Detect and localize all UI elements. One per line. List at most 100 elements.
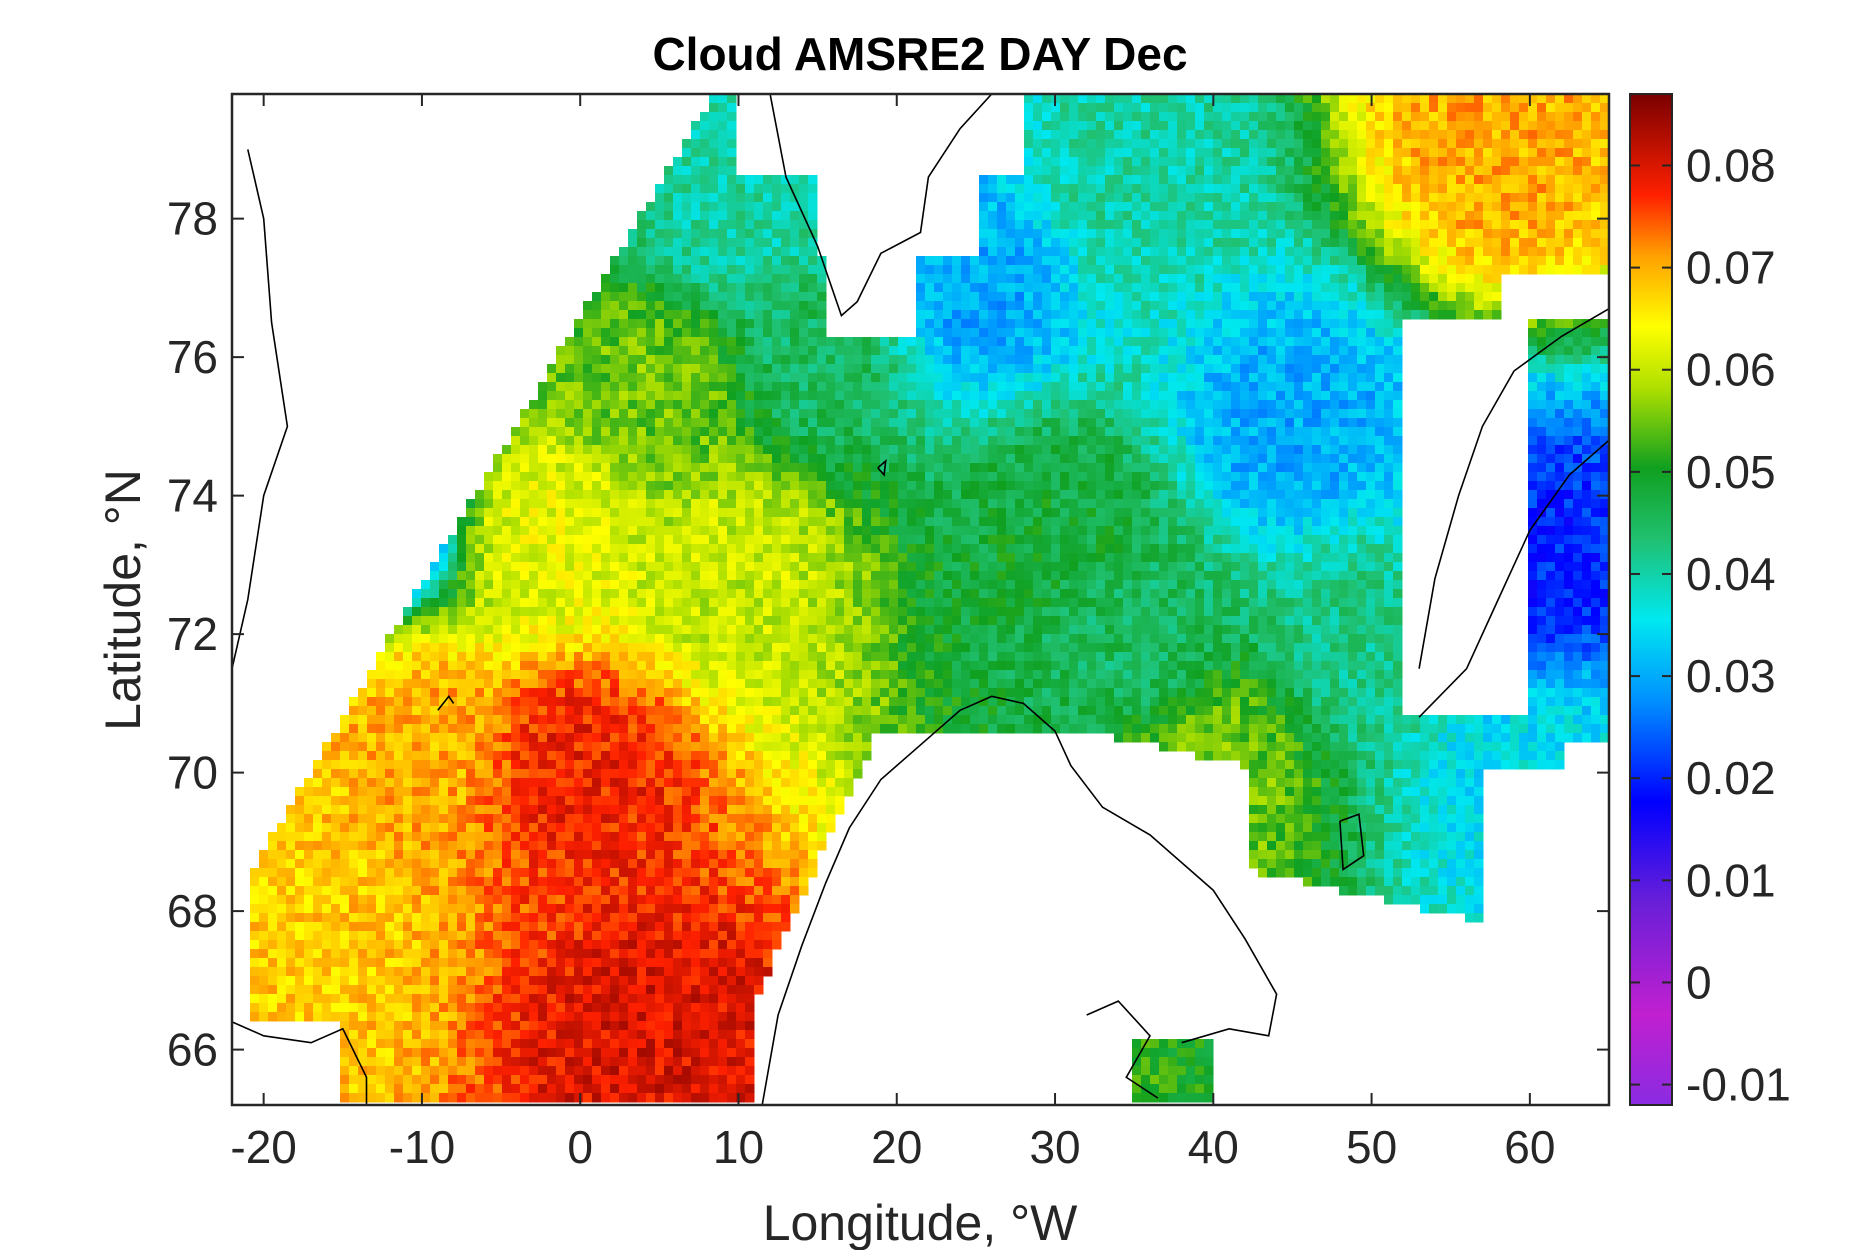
heatmap-cell [916, 517, 926, 527]
heatmap-cell [1177, 148, 1187, 158]
heatmap-cell [1150, 553, 1160, 563]
heatmap-cell [637, 274, 647, 284]
heatmap-cell [1150, 112, 1160, 122]
heatmap-cell [583, 382, 593, 392]
heatmap-cell [1267, 499, 1277, 509]
heatmap-cell [1024, 166, 1034, 176]
heatmap-cell [745, 328, 755, 338]
heatmap-cell [1591, 400, 1601, 410]
heatmap-cell [1267, 319, 1277, 329]
heatmap-cell [601, 292, 611, 302]
heatmap-cell [961, 400, 971, 410]
heatmap-cell [853, 400, 863, 410]
heatmap-cell [808, 220, 818, 230]
heatmap-cell [1249, 274, 1259, 284]
heatmap-cell [1591, 130, 1601, 140]
heatmap-cell [853, 355, 863, 365]
heatmap-cell [1312, 121, 1322, 131]
heatmap-cell [1177, 409, 1187, 419]
heatmap-cell [1537, 373, 1547, 383]
heatmap-cell [1150, 337, 1160, 347]
heatmap-cell [1330, 382, 1340, 392]
heatmap-cell [1096, 544, 1106, 554]
heatmap-cell [637, 229, 647, 239]
heatmap-cell [1429, 103, 1439, 113]
heatmap-cell [1357, 472, 1367, 482]
heatmap-cell [1258, 418, 1268, 428]
heatmap-cell [1186, 265, 1196, 275]
heatmap-cell [1096, 184, 1106, 194]
heatmap-cell [601, 391, 611, 401]
heatmap-cell [1573, 481, 1583, 491]
heatmap-cell [628, 436, 638, 446]
heatmap-cell [691, 508, 701, 518]
heatmap-cell [961, 535, 971, 545]
heatmap-cell [682, 265, 692, 275]
heatmap-cell [1159, 292, 1169, 302]
heatmap-cell [1348, 319, 1358, 329]
heatmap-cell [1474, 112, 1484, 122]
heatmap-cell [1042, 481, 1052, 491]
heatmap-cell [655, 445, 665, 455]
heatmap-cell [1105, 283, 1115, 293]
heatmap-cell [1528, 166, 1538, 176]
heatmap-cell [1186, 310, 1196, 320]
heatmap-cell [1159, 211, 1169, 221]
heatmap-cell [1429, 283, 1439, 293]
heatmap-cell [880, 490, 890, 500]
heatmap-cell [1366, 274, 1376, 284]
heatmap-cell [934, 364, 944, 374]
heatmap-cell [1321, 328, 1331, 338]
heatmap-cell [1402, 166, 1412, 176]
heatmap-cell [898, 373, 908, 383]
heatmap-cell [1150, 130, 1160, 140]
heatmap-cell [1231, 517, 1241, 527]
heatmap-cell [1339, 328, 1349, 338]
heatmap-cell [853, 373, 863, 383]
heatmap-cell [772, 319, 782, 329]
heatmap-cell [1582, 265, 1592, 275]
heatmap-cell [943, 490, 953, 500]
heatmap-cell [1105, 220, 1115, 230]
heatmap-cell [1195, 346, 1205, 356]
heatmap-cell [1087, 490, 1097, 500]
heatmap-cell [799, 310, 809, 320]
heatmap-cell [1465, 175, 1475, 185]
heatmap-cell [1555, 202, 1565, 212]
heatmap-cell [628, 418, 638, 428]
heatmap-cell [1537, 103, 1547, 113]
heatmap-cell [1294, 526, 1304, 536]
heatmap-cell [907, 391, 917, 401]
heatmap-cell [574, 400, 584, 410]
heatmap-cell [979, 238, 989, 248]
heatmap-cell [772, 229, 782, 239]
heatmap-cell [466, 526, 476, 536]
heatmap-cell [700, 229, 710, 239]
heatmap-cell [1240, 463, 1250, 473]
heatmap-cell [952, 265, 962, 275]
heatmap-cell [520, 418, 530, 428]
heatmap-cell [1204, 355, 1214, 365]
heatmap-cell [1213, 382, 1223, 392]
heatmap-cell [1141, 202, 1151, 212]
heatmap-cell [772, 373, 782, 383]
heatmap-cell [1501, 139, 1511, 149]
heatmap-cell [1339, 139, 1349, 149]
heatmap-cell [745, 256, 755, 266]
heatmap-cell [718, 427, 728, 437]
heatmap-cell [1276, 481, 1286, 491]
heatmap-cell [844, 436, 854, 446]
heatmap-cell [997, 238, 1007, 248]
heatmap-cell [1375, 265, 1385, 275]
heatmap-cell [538, 391, 548, 401]
heatmap-cell [790, 310, 800, 320]
heatmap-cell [1591, 472, 1601, 482]
heatmap-cell [1321, 238, 1331, 248]
heatmap-cell [1582, 229, 1592, 239]
heatmap-cell [1420, 139, 1430, 149]
heatmap-cell [1483, 121, 1493, 131]
heatmap-cell [1402, 121, 1412, 131]
heatmap-cell [1393, 472, 1403, 482]
heatmap-cell [1222, 490, 1232, 500]
heatmap-cell [1555, 328, 1565, 338]
